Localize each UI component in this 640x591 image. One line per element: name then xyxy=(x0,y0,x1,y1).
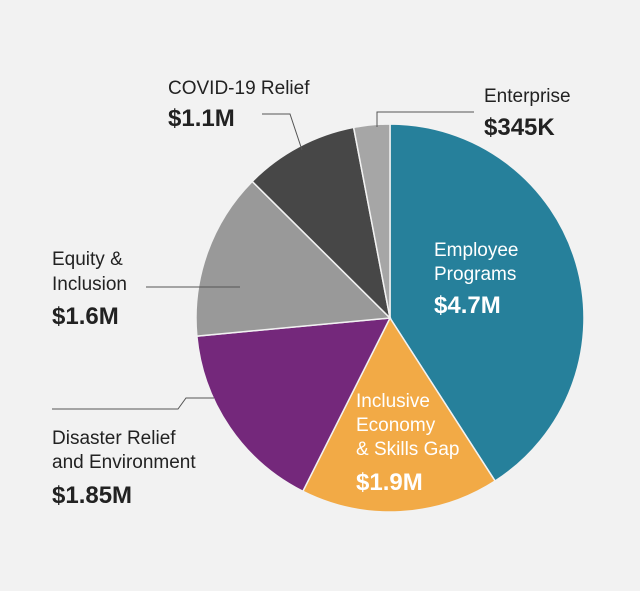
slice-disaster-relief-and-environment xyxy=(196,317,392,493)
leader-line-covid-19-relief xyxy=(262,113,303,151)
slice-name-inclusive-economy-and-skills-gap: Economy xyxy=(356,415,436,436)
pie-slices xyxy=(195,123,585,513)
slice-employee-programs xyxy=(389,123,585,483)
leader-line-enterprise xyxy=(376,111,474,127)
slice-name-disaster-relief-and-environment: and Environment xyxy=(52,452,196,473)
slice-labels: Employee Programs $4.7M Inclusive Economy & S… xyxy=(52,78,571,509)
slice-value-enterprise: $345K xyxy=(484,114,555,141)
slice-name-equity-and-inclusion: Inclusion xyxy=(52,274,127,295)
slice-covid-19-relief xyxy=(251,126,392,321)
slice-name-inclusive-economy-and-skills-gap: Inclusive xyxy=(356,391,430,412)
slice-value-employee-programs: $4.7M xyxy=(434,292,501,319)
leader-line-disaster-relief-and-environment xyxy=(52,397,214,410)
slice-inclusive-economy-and-skills-gap xyxy=(301,316,497,513)
slice-value-disaster-relief-and-environment: $1.85M xyxy=(52,482,132,509)
slice-name-enterprise: Enterprise xyxy=(484,86,571,107)
slice-name-inclusive-economy-and-skills-gap: & Skills Gap xyxy=(356,439,459,460)
slice-name-equity-and-inclusion: Equity & xyxy=(52,249,123,270)
slice-name-disaster-relief-and-environment: Disaster Relief xyxy=(52,428,176,449)
slice-name-covid-19-relief: COVID-19 Relief xyxy=(168,78,310,99)
slice-value-covid-19-relief: $1.1M xyxy=(168,105,235,132)
slice-equity-and-inclusion xyxy=(195,180,392,337)
slice-name-employee-programs: Programs xyxy=(434,264,516,285)
slice-value-inclusive-economy-and-skills-gap: $1.9M xyxy=(356,469,423,496)
slice-enterprise xyxy=(352,123,391,319)
slice-value-equity-and-inclusion: $1.6M xyxy=(52,303,119,330)
slice-name-employee-programs: Employee xyxy=(434,240,519,261)
